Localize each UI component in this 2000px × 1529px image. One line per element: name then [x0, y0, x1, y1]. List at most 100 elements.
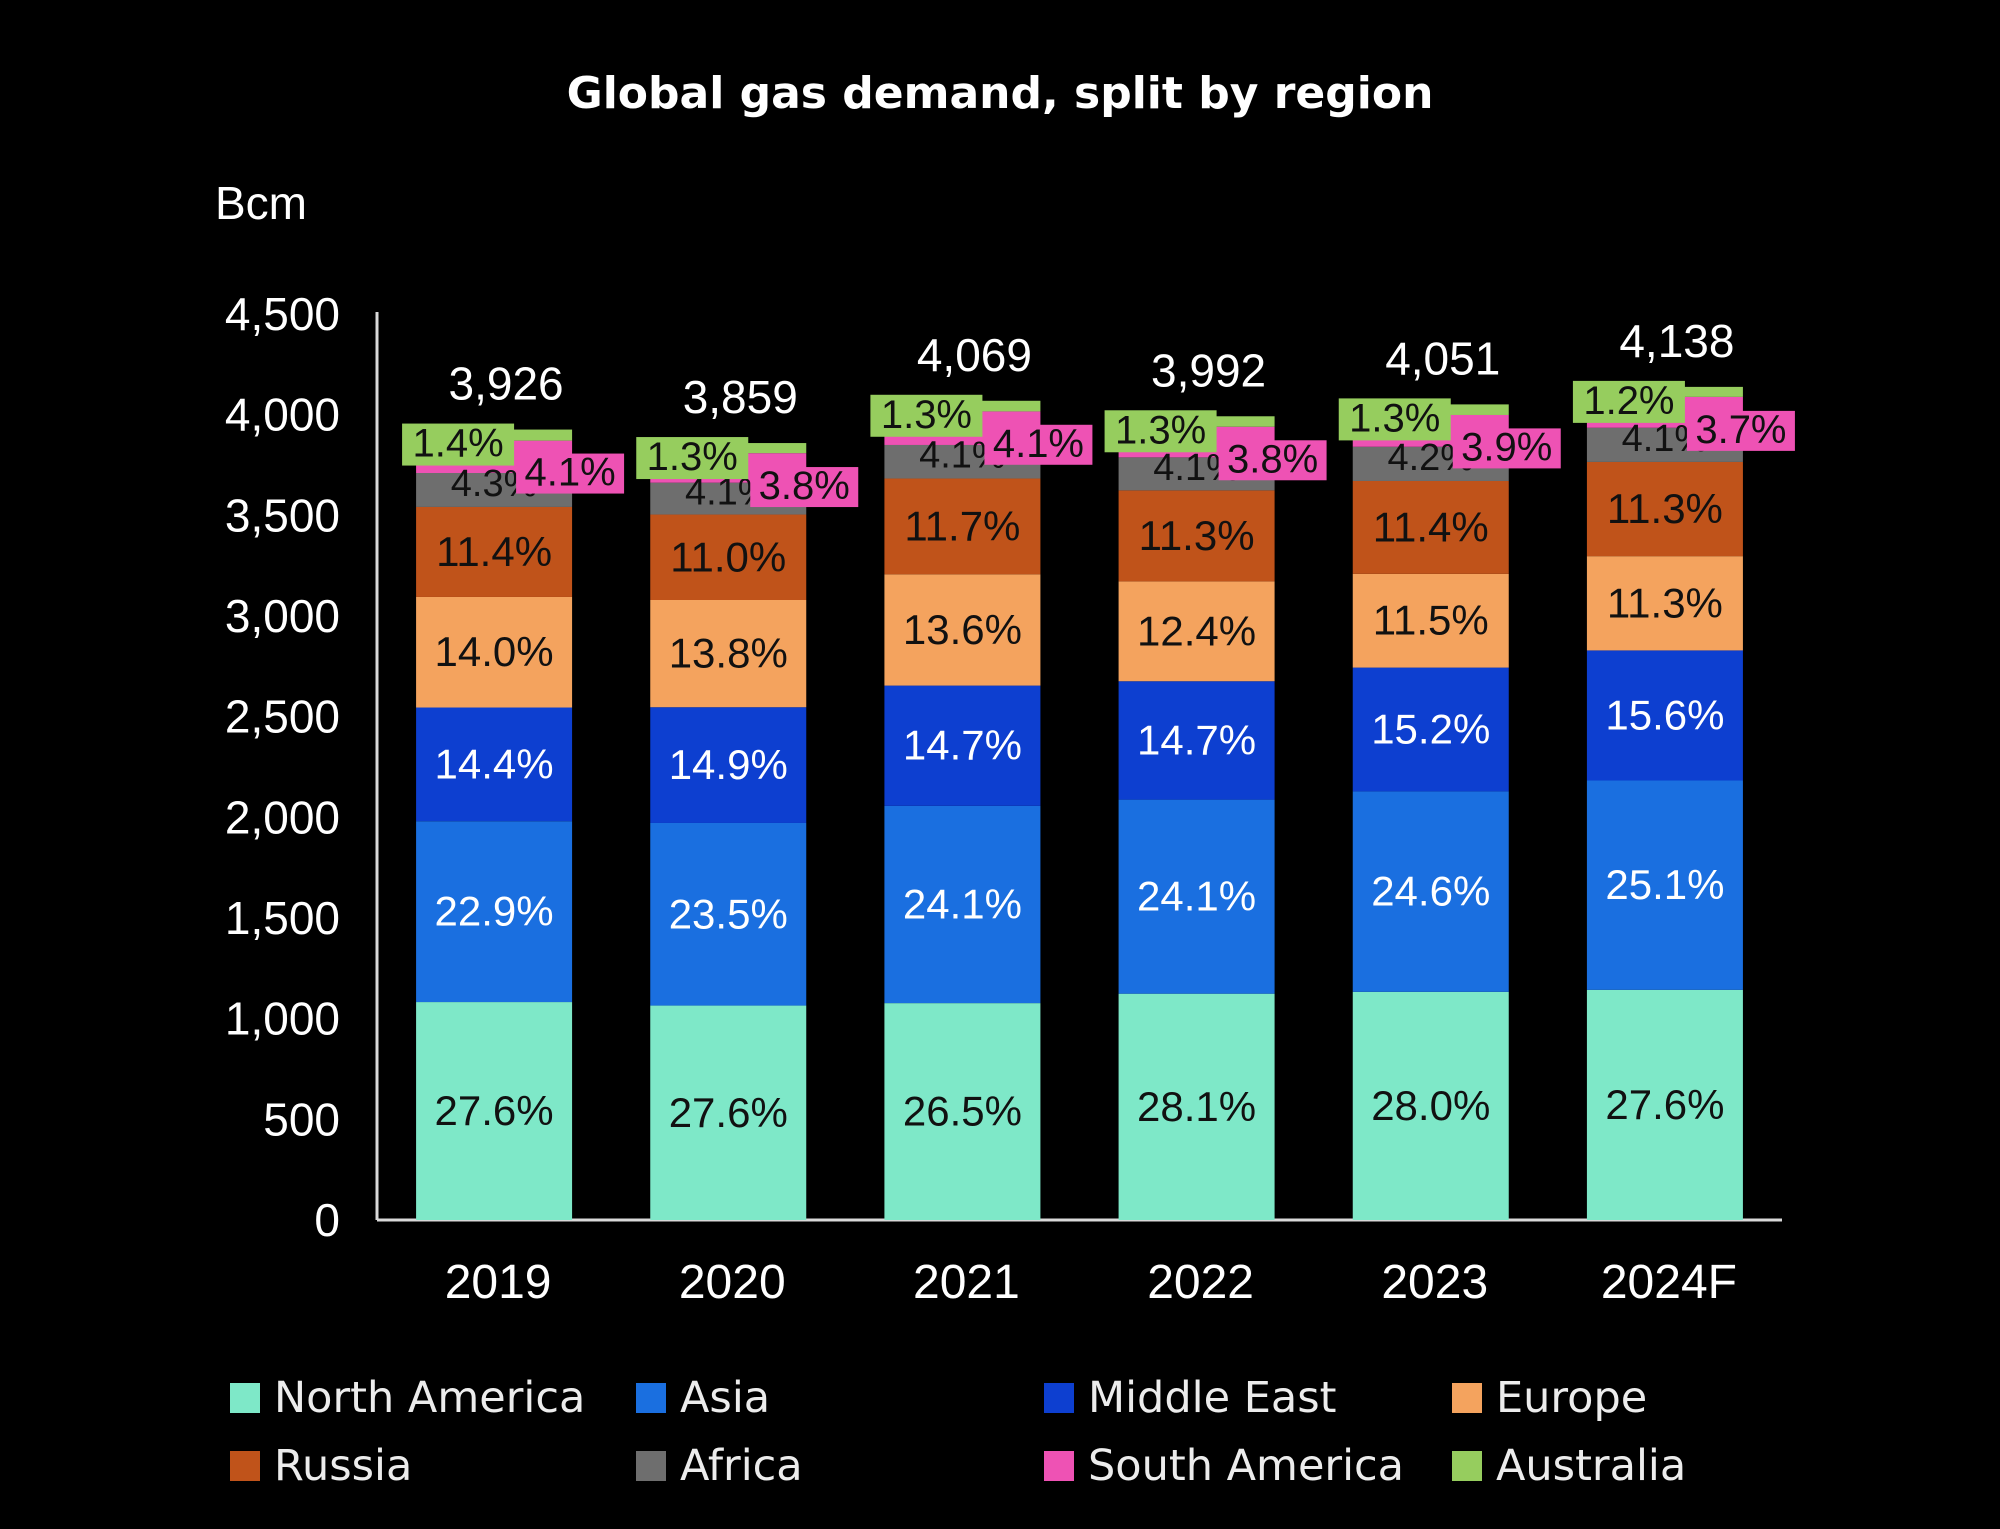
x-tick-label-2019: 2019 — [445, 1256, 552, 1309]
bar-segment-asia-2022 — [1118, 799, 1275, 994]
callout-box-australia-2021 — [870, 394, 983, 437]
y-tick-label: 2,500 — [225, 691, 340, 743]
data-label-asia-2023: 24.6% — [1371, 868, 1490, 915]
bar-segment-asia-2019 — [416, 821, 573, 1003]
data-label-north-america-2024f: 27.6% — [1605, 1081, 1724, 1128]
data-label-middle-east-2022: 14.7% — [1137, 716, 1256, 763]
data-label-north-america-2023: 28.0% — [1371, 1082, 1490, 1129]
bar-segment-europe-2022 — [1118, 581, 1275, 682]
callout-box-australia-2019 — [402, 423, 515, 466]
x-tick-label-2024f: 2024F — [1601, 1256, 1737, 1309]
callout-box-south-america-2023 — [1452, 428, 1561, 469]
callout-box-australia-2020 — [636, 437, 749, 480]
callout-box-south-america-2019 — [516, 453, 625, 494]
y-tick-label: 3,500 — [225, 489, 340, 541]
data-label-middle-east-2019: 14.4% — [435, 740, 554, 787]
data-label-middle-east-2020: 14.9% — [669, 741, 788, 788]
y-tick-label: 3,000 — [225, 590, 340, 642]
bar-segment-russia-2022 — [1118, 490, 1275, 582]
data-label-russia-2019: 11.4% — [436, 528, 552, 575]
total-label-2023: 4,051 — [1385, 332, 1500, 384]
bar-segment-north-america-2020 — [650, 1005, 807, 1220]
data-label-middle-east-2023: 15.2% — [1371, 705, 1490, 752]
bar-segment-middle-east-2024f — [1586, 650, 1743, 781]
data-label-south-america-2023: 3.9% — [1461, 425, 1552, 469]
bar-segment-middle-east-2021 — [884, 685, 1041, 806]
data-label-russia-2023: 11.4% — [1373, 503, 1489, 550]
y-tick-label: 4,500 — [225, 288, 340, 340]
bar-segment-asia-2023 — [1352, 791, 1509, 992]
bar-segment-russia-2019 — [416, 506, 573, 597]
data-label-south-america-2022: 3.8% — [1227, 437, 1318, 481]
data-label-north-america-2022: 28.1% — [1137, 1083, 1256, 1130]
data-label-south-america-2024f: 3.7% — [1695, 408, 1786, 452]
bar-segment-europe-2024f — [1586, 556, 1743, 651]
data-label-south-america-2019: 4.1% — [524, 451, 615, 495]
data-label-asia-2020: 23.5% — [669, 890, 788, 937]
bar-segment-russia-2023 — [1352, 480, 1509, 574]
total-label-2022: 3,992 — [1151, 344, 1266, 396]
data-label-europe-2024f: 11.3% — [1607, 579, 1723, 626]
x-tick-label-2022: 2022 — [1147, 1256, 1254, 1309]
bar-segment-russia-2021 — [884, 478, 1041, 575]
bar-segment-middle-east-2020 — [650, 707, 807, 823]
y-axis-unit-label: Bcm — [215, 177, 307, 229]
bar-segment-north-america-2023 — [1352, 991, 1509, 1220]
data-label-australia-2020: 1.3% — [647, 435, 738, 479]
data-label-europe-2021: 13.6% — [903, 606, 1022, 653]
chart-title: Global gas demand, split by region — [566, 68, 1434, 119]
bar-segment-middle-east-2023 — [1352, 667, 1509, 792]
callout-box-south-america-2020 — [750, 467, 859, 508]
y-tick-label: 1,500 — [225, 892, 340, 944]
data-label-australia-2022: 1.3% — [1115, 408, 1206, 452]
callout-box-south-america-2021 — [984, 424, 1093, 465]
y-tick-label: 1,000 — [225, 993, 340, 1045]
data-label-europe-2023: 11.5% — [1373, 597, 1489, 644]
y-tick-label: 2,000 — [225, 791, 340, 843]
data-label-russia-2024f: 11.3% — [1607, 485, 1723, 532]
data-label-north-america-2019: 27.6% — [435, 1087, 554, 1134]
bar-segment-middle-east-2019 — [416, 707, 573, 822]
data-label-south-america-2020: 3.8% — [759, 464, 850, 508]
bar-segment-asia-2021 — [884, 805, 1041, 1004]
total-label-2024f: 4,138 — [1619, 315, 1734, 367]
bar-segment-europe-2023 — [1352, 573, 1509, 668]
callout-box-south-america-2022 — [1218, 440, 1327, 481]
data-label-asia-2021: 24.1% — [903, 881, 1022, 928]
data-label-middle-east-2021: 14.7% — [903, 722, 1022, 769]
bar-segment-asia-2020 — [650, 822, 807, 1006]
total-label-2019: 3,926 — [449, 358, 564, 410]
bar-segment-middle-east-2022 — [1118, 681, 1275, 800]
callout-box-australia-2022 — [1104, 410, 1217, 453]
data-label-australia-2024f: 1.2% — [1583, 379, 1674, 423]
total-label-2020: 3,859 — [683, 371, 798, 423]
data-label-middle-east-2024f: 15.6% — [1605, 691, 1724, 738]
callout-box-south-america-2024f — [1686, 410, 1795, 451]
data-label-russia-2021: 11.7% — [904, 502, 1020, 549]
data-label-europe-2020: 13.8% — [669, 630, 788, 677]
y-tick-label: 0 — [314, 1194, 340, 1246]
data-label-north-america-2020: 27.6% — [669, 1089, 788, 1136]
x-tick-label-2021: 2021 — [913, 1256, 1020, 1309]
total-label-2021: 4,069 — [917, 329, 1032, 381]
bar-segment-north-america-2019 — [416, 1002, 573, 1220]
data-label-asia-2022: 24.1% — [1137, 873, 1256, 920]
bar-segment-europe-2019 — [416, 596, 573, 708]
bar-segment-asia-2024f — [1586, 780, 1743, 990]
bar-segment-north-america-2022 — [1118, 993, 1275, 1220]
y-tick-label: 500 — [263, 1093, 340, 1145]
callout-box-australia-2024f — [1572, 380, 1685, 423]
data-label-south-america-2021: 4.1% — [993, 422, 1084, 466]
bar-segment-europe-2020 — [650, 599, 807, 708]
data-label-australia-2019: 1.4% — [412, 422, 503, 466]
bar-segment-europe-2021 — [884, 574, 1041, 686]
data-label-europe-2022: 12.4% — [1137, 607, 1256, 654]
data-label-russia-2022: 11.3% — [1139, 512, 1255, 559]
x-tick-label-2020: 2020 — [679, 1256, 786, 1309]
data-label-australia-2021: 1.3% — [881, 393, 972, 437]
bar-segment-russia-2020 — [650, 514, 807, 600]
bar-segment-north-america-2021 — [884, 1003, 1041, 1220]
y-tick-label: 4,000 — [225, 389, 340, 441]
x-tick-label-2023: 2023 — [1381, 1256, 1488, 1309]
data-label-australia-2023: 1.3% — [1349, 396, 1440, 440]
